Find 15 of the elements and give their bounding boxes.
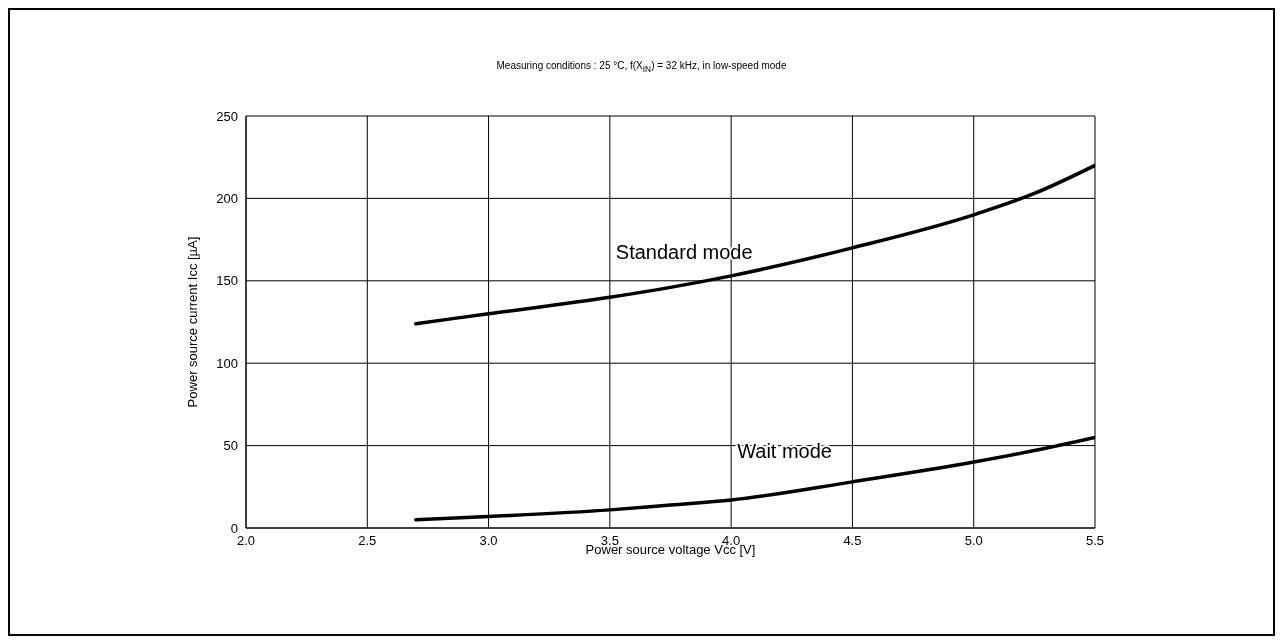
series-label: Wait mode xyxy=(737,439,832,462)
y-tick-label: 100 xyxy=(216,355,238,371)
chart-title: Measuring conditions : 25 °C, f(X$_{IN}$) = 32 kHz, in low-speed mode xyxy=(495,60,788,74)
x-tick-label: 5.0 xyxy=(964,533,983,549)
y-tick-label: 0 xyxy=(230,520,238,536)
y-tick-label: 250 xyxy=(216,108,238,124)
y-tick-label: 150 xyxy=(216,273,238,289)
x-tick-label: 2.5 xyxy=(358,533,377,549)
x-tick-label: 2.0 xyxy=(236,533,256,549)
x-tick-label: 5.5 xyxy=(1085,533,1105,549)
y-axis-title: Power source current Icc [µA] xyxy=(184,236,200,408)
x-tick-label: 3.0 xyxy=(479,533,498,549)
y-tick-label: 200 xyxy=(216,191,238,207)
x-tick-label: 4.5 xyxy=(843,533,862,549)
y-tick-label: 50 xyxy=(223,438,238,454)
